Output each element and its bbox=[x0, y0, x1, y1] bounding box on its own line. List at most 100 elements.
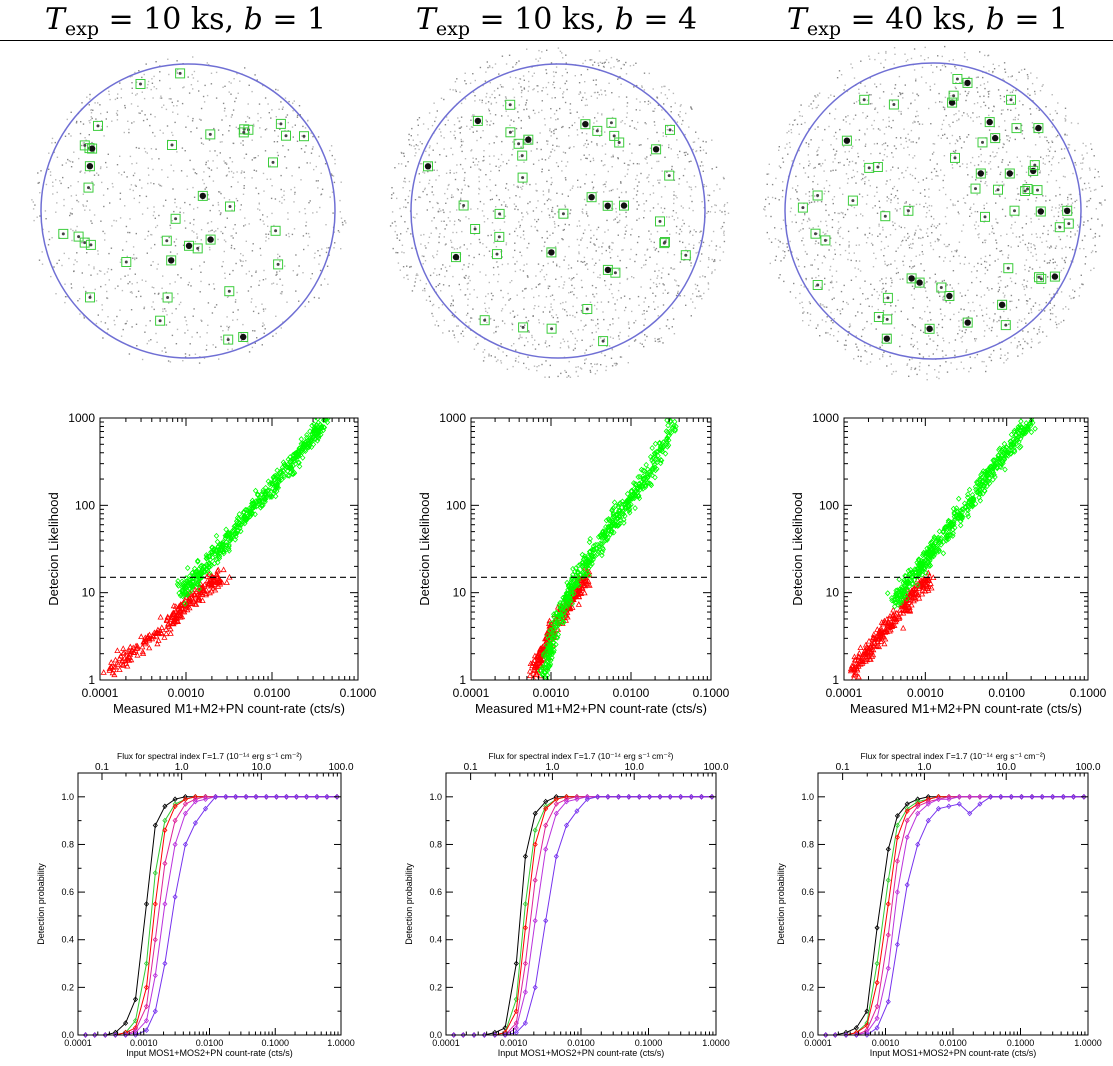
background-photon bbox=[835, 150, 838, 152]
background-photon bbox=[1058, 207, 1060, 209]
detection-box bbox=[275, 118, 286, 129]
background-photon bbox=[132, 246, 135, 248]
background-photon bbox=[457, 325, 459, 327]
background-photon bbox=[173, 210, 175, 213]
background-photon bbox=[625, 211, 627, 214]
background-photon bbox=[817, 268, 819, 270]
background-photon bbox=[489, 124, 491, 126]
background-photon bbox=[268, 237, 270, 240]
background-photon bbox=[839, 313, 842, 315]
background-photon bbox=[1065, 119, 1067, 121]
background-photon bbox=[579, 186, 582, 188]
background-photon bbox=[800, 123, 803, 125]
background-photon bbox=[461, 230, 463, 233]
background-photon bbox=[911, 285, 914, 287]
background-photon bbox=[394, 167, 396, 169]
background-photon bbox=[459, 163, 462, 166]
background-photon bbox=[830, 94, 832, 96]
background-photon bbox=[521, 336, 523, 339]
background-photon bbox=[490, 120, 492, 122]
background-photon bbox=[440, 290, 442, 292]
background-photon bbox=[694, 186, 697, 188]
background-photon bbox=[1082, 283, 1084, 286]
background-photon bbox=[970, 331, 972, 333]
background-photon bbox=[104, 232, 106, 235]
background-photon bbox=[703, 186, 705, 188]
background-photon bbox=[861, 312, 863, 314]
background-photon bbox=[618, 196, 620, 199]
background-photon bbox=[301, 135, 303, 137]
background-photon bbox=[42, 228, 44, 231]
background-photon bbox=[435, 116, 437, 119]
background-photon bbox=[997, 147, 1000, 150]
background-photon bbox=[959, 138, 961, 140]
background-photon bbox=[512, 88, 514, 90]
background-photon bbox=[897, 299, 899, 301]
background-photon bbox=[856, 346, 858, 348]
background-photon bbox=[648, 230, 650, 232]
background-photon bbox=[1019, 241, 1022, 243]
background-photon bbox=[578, 93, 580, 95]
background-photon bbox=[1048, 155, 1050, 157]
background-photon bbox=[694, 283, 697, 286]
background-photon bbox=[896, 209, 898, 211]
background-photon bbox=[871, 305, 873, 308]
background-photon bbox=[299, 114, 301, 116]
background-photon bbox=[808, 202, 811, 204]
background-photon bbox=[232, 172, 235, 174]
background-photon bbox=[123, 131, 125, 134]
background-photon bbox=[448, 183, 450, 186]
background-photon bbox=[590, 237, 592, 239]
background-photon bbox=[124, 323, 127, 325]
background-photon bbox=[167, 58, 169, 60]
background-photon bbox=[1010, 280, 1013, 283]
background-photon bbox=[661, 272, 663, 274]
background-photon bbox=[846, 158, 848, 160]
background-photon bbox=[936, 163, 938, 165]
background-photon bbox=[975, 76, 978, 79]
background-photon bbox=[970, 367, 972, 369]
background-photon bbox=[454, 311, 457, 313]
background-photon bbox=[171, 312, 173, 315]
background-photon bbox=[1038, 331, 1041, 333]
background-photon bbox=[855, 244, 858, 246]
background-photon bbox=[446, 188, 449, 190]
background-photon bbox=[961, 230, 963, 232]
background-photon bbox=[548, 214, 551, 216]
background-photon bbox=[509, 124, 511, 126]
background-photon bbox=[318, 263, 320, 265]
background-photon bbox=[958, 119, 960, 121]
background-photon bbox=[315, 180, 318, 182]
background-photon bbox=[892, 166, 894, 168]
background-photon bbox=[287, 149, 290, 151]
background-photon bbox=[1015, 79, 1018, 81]
background-photon bbox=[1098, 176, 1100, 178]
background-photon bbox=[526, 263, 528, 265]
background-photon bbox=[640, 286, 642, 288]
background-photon bbox=[246, 115, 249, 118]
background-photon bbox=[969, 310, 972, 312]
background-photon bbox=[298, 211, 301, 213]
background-photon bbox=[555, 71, 557, 74]
background-photon bbox=[487, 101, 490, 103]
background-photon bbox=[52, 193, 54, 195]
background-photon bbox=[714, 204, 716, 206]
background-photon bbox=[169, 251, 172, 253]
background-photon bbox=[1067, 196, 1069, 199]
background-photon bbox=[76, 261, 78, 263]
background-photon bbox=[983, 361, 985, 363]
background-photon bbox=[719, 246, 721, 248]
background-photon bbox=[210, 83, 213, 85]
background-photon bbox=[617, 255, 619, 257]
background-photon bbox=[964, 52, 966, 54]
background-photon bbox=[420, 243, 422, 245]
background-photon bbox=[106, 271, 109, 273]
background-photon bbox=[473, 289, 475, 291]
background-photon bbox=[715, 166, 718, 168]
background-photon bbox=[551, 181, 553, 184]
background-photon bbox=[610, 67, 612, 69]
xray-source bbox=[525, 136, 532, 143]
background-photon bbox=[936, 332, 938, 334]
background-photon bbox=[500, 86, 503, 88]
background-photon bbox=[487, 218, 489, 220]
